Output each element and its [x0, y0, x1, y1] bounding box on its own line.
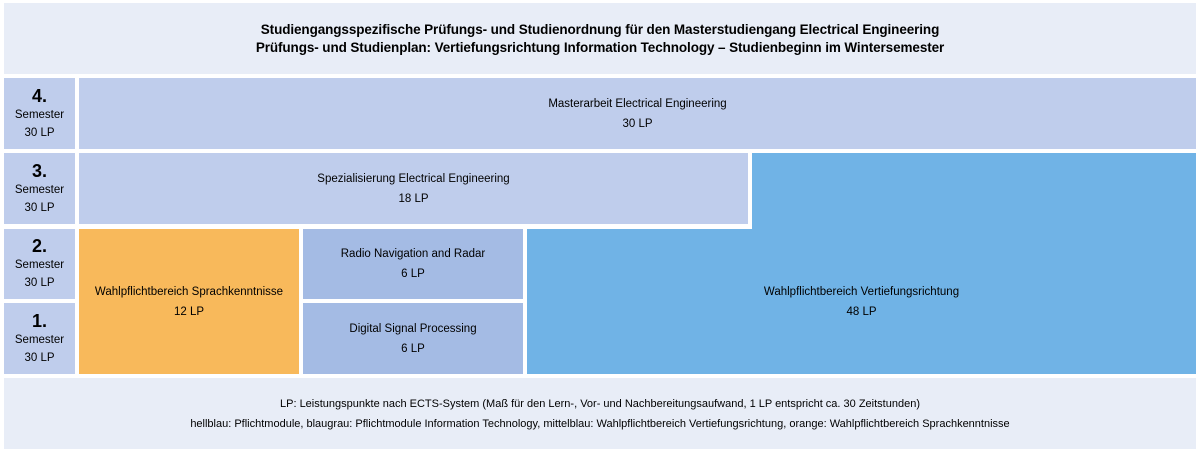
- semester-2-label: 2. Semester 30 LP: [4, 229, 75, 299]
- module-lp: 6 LP: [401, 342, 425, 355]
- module-name: Wahlpflichtbereich Sprachkenntnisse: [94, 285, 284, 298]
- semester-1-label: 1. Semester 30 LP: [4, 303, 75, 374]
- semester-3-label: 3. Semester 30 LP: [4, 153, 75, 224]
- module-masterarbeit: Masterarbeit Electrical Engineering 30 L…: [79, 78, 1196, 149]
- module-lp: 48 LP: [846, 305, 877, 318]
- semester-lp: 30 LP: [24, 277, 55, 289]
- semester-number: 4.: [31, 85, 47, 106]
- semester-number: 2.: [31, 236, 47, 256]
- module-name: Masterarbeit Electrical Engineering: [548, 97, 727, 110]
- semester-word: Semester: [14, 183, 65, 196]
- module-name: Spezialisierung Electrical Engineering: [317, 172, 510, 185]
- header-title-line1: Studiengangsspezifische Prüfungs- und St…: [260, 21, 940, 37]
- semester-word: Semester: [14, 108, 65, 121]
- module-vertiefungsrichtung: Wahlpflichtbereich Vertiefungsrichtung 4…: [527, 229, 1196, 374]
- legend-line1: LP: Leistungspunkte nach ECTS-System (Ma…: [280, 397, 920, 410]
- semester-word: Semester: [14, 259, 65, 271]
- module-digital-signal-processing: Digital Signal Processing 6 LP: [303, 303, 523, 374]
- semester-number: 3.: [31, 160, 47, 181]
- semester-4-label: 4. Semester 30 LP: [4, 78, 75, 149]
- module-vertiefungsrichtung-upper: [752, 153, 1196, 233]
- module-name: Radio Navigation and Radar: [340, 248, 486, 260]
- semester-lp: 30 LP: [24, 351, 55, 364]
- legend-line2: hellblau: Pflichtmodule, blaugrau: Pflic…: [190, 417, 1010, 430]
- semester-lp: 30 LP: [24, 126, 55, 139]
- module-spezialisierung: Spezialisierung Electrical Engineering 1…: [79, 153, 748, 224]
- plan-legend: LP: Leistungspunkte nach ECTS-System (Ma…: [4, 378, 1196, 449]
- module-lp: 30 LP: [622, 117, 653, 130]
- semester-number: 1.: [31, 310, 47, 331]
- semester-lp: 30 LP: [24, 201, 55, 214]
- module-lp: 18 LP: [398, 192, 429, 205]
- module-name: Wahlpflichtbereich Vertiefungsrichtung: [763, 285, 960, 298]
- module-name: Digital Signal Processing: [349, 322, 477, 335]
- semester-word: Semester: [14, 333, 65, 346]
- plan-header: Studiengangsspezifische Prüfungs- und St…: [4, 3, 1196, 74]
- module-lp: 12 LP: [173, 305, 205, 318]
- module-radio-navigation: Radio Navigation and Radar 6 LP: [303, 229, 523, 299]
- module-sprachkenntnisse: Wahlpflichtbereich Sprachkenntnisse 12 L…: [79, 229, 299, 374]
- module-lp: 6 LP: [401, 268, 425, 280]
- header-title-line2: Prüfungs- und Studienplan: Vertiefungsri…: [255, 39, 945, 55]
